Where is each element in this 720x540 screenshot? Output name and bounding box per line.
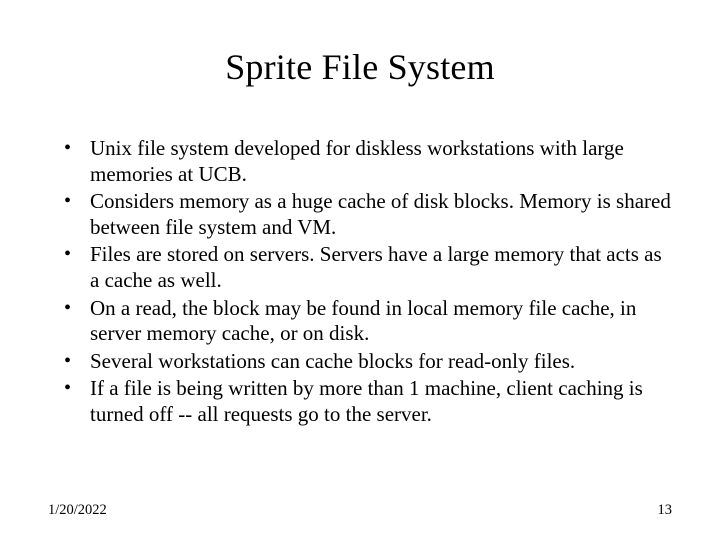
slide: Sprite File System Unix file system deve…	[0, 0, 720, 540]
bullet-item: Files are stored on servers. Servers hav…	[90, 242, 672, 293]
slide-title: Sprite File System	[48, 46, 672, 88]
bullet-item: Several workstations can cache blocks fo…	[90, 349, 672, 375]
bullet-item: On a read, the block may be found in loc…	[90, 296, 672, 347]
footer-date: 1/20/2022	[48, 502, 107, 519]
bullet-list: Unix file system developed for diskless …	[48, 136, 672, 428]
bullet-item: Unix file system developed for diskless …	[90, 136, 672, 187]
bullet-item: Considers memory as a huge cache of disk…	[90, 189, 672, 240]
footer-page-number: 13	[658, 502, 673, 519]
bullet-item: If a file is being written by more than …	[90, 376, 672, 427]
